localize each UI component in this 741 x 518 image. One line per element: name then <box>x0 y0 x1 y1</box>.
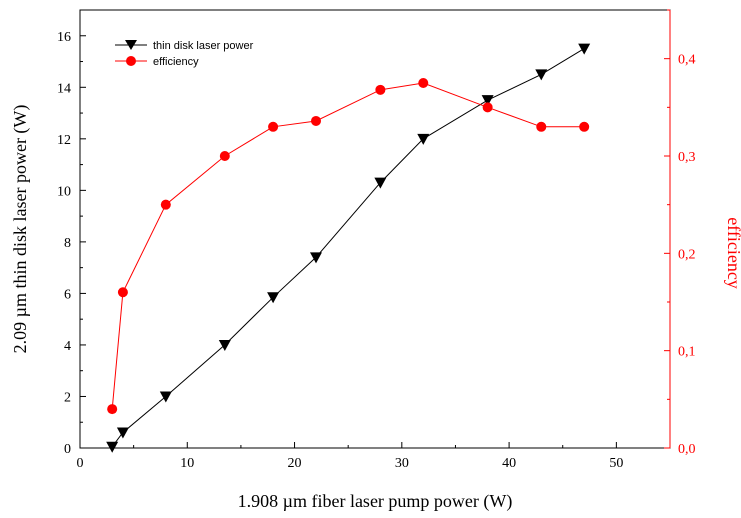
y-right-axis-title: efficiency <box>724 217 741 289</box>
y-left-axis-ticks: 0 2 4 6 8 10 12 14 16 <box>57 30 86 457</box>
legend-marker-circle-icon <box>126 56 136 66</box>
data-point-thin-disk <box>578 43 591 55</box>
y-left-tick-label: 10 <box>57 184 71 199</box>
data-point-thin-disk <box>535 69 548 81</box>
x-tick-label: 20 <box>288 456 302 471</box>
data-point-thin-disk <box>417 133 430 145</box>
y-right-tick-label: 0,2 <box>678 247 696 262</box>
x-tick-label: 50 <box>609 456 623 471</box>
data-point-thin-disk <box>310 252 322 264</box>
data-point-efficiency <box>117 287 128 298</box>
y-right-axis-ticks: 0,0 0,1 0,2 0,3 0,4 <box>664 9 696 457</box>
data-point-thin-disk <box>159 391 172 403</box>
y-left-tick-label: 16 <box>57 30 71 45</box>
y-left-tick-label: 2 <box>64 390 71 405</box>
y-right-tick-label: 0,4 <box>678 53 696 68</box>
y-right-tick-label: 0,1 <box>678 345 696 360</box>
y-left-tick-label: 6 <box>64 287 71 302</box>
data-point-thin-disk <box>267 292 280 304</box>
data-point-efficiency <box>160 199 171 210</box>
series-line-thin-disk <box>111 48 585 448</box>
series-layer <box>106 43 591 453</box>
y-left-tick-label: 4 <box>64 339 71 354</box>
y-left-tick-label: 14 <box>57 81 71 96</box>
y-right-tick-label: 0,0 <box>678 442 696 457</box>
y-left-tick-label: 0 <box>64 442 71 457</box>
data-point-efficiency <box>107 404 118 415</box>
data-point-efficiency <box>482 102 493 113</box>
data-point-efficiency <box>418 78 429 88</box>
x-tick-label: 30 <box>395 456 409 471</box>
series-line-efficiency <box>111 82 585 410</box>
legend: thin disk laser power efficiency <box>115 40 254 68</box>
x-tick-label: 10 <box>180 456 194 471</box>
x-axis-ticks: 0 10 20 30 40 50 <box>77 442 623 471</box>
data-point-efficiency <box>375 84 386 95</box>
data-point-thin-disk <box>106 441 119 453</box>
legend-label-efficiency: efficiency <box>153 56 199 68</box>
data-point-efficiency <box>268 121 279 132</box>
plot-frame <box>79 9 671 449</box>
data-point-thin-disk <box>374 177 387 189</box>
y-left-tick-label: 8 <box>64 236 71 251</box>
y-left-tick-label: 12 <box>57 133 71 148</box>
data-point-efficiency <box>579 121 590 132</box>
y-right-tick-label: 0,3 <box>678 150 696 165</box>
data-point-efficiency <box>219 151 230 161</box>
legend-label-thin-disk: thin disk laser power <box>153 40 254 52</box>
data-point-thin-disk <box>481 95 494 107</box>
x-axis-title: 1.908 µm fiber laser pump power (W) <box>238 491 513 512</box>
legend-marker-triangle-icon <box>125 40 137 50</box>
x-tick-label: 0 <box>77 456 84 471</box>
data-point-efficiency <box>311 115 321 126</box>
data-point-thin-disk <box>116 427 129 439</box>
y-left-axis-title: 2.09 µm thin disk laser power (W) <box>10 105 31 354</box>
data-point-thin-disk <box>218 339 231 351</box>
x-tick-label: 40 <box>502 456 516 471</box>
data-point-efficiency <box>536 121 547 132</box>
